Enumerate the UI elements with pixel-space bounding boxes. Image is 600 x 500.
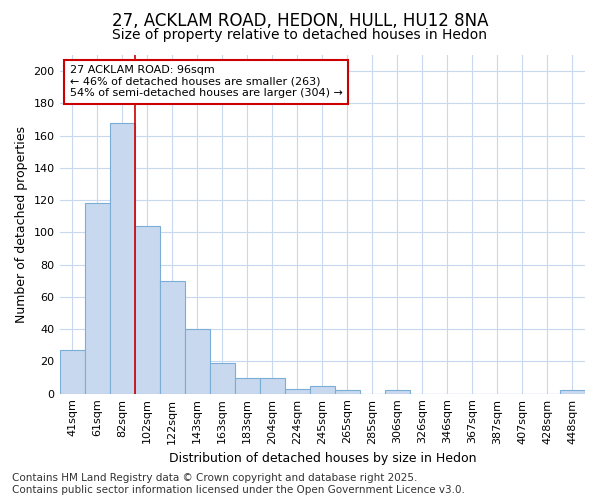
Bar [110,122,134,394]
Bar [560,390,585,394]
Bar [185,329,209,394]
Bar [310,386,335,394]
Bar [59,350,85,394]
X-axis label: Distribution of detached houses by size in Hedon: Distribution of detached houses by size … [169,452,476,465]
Bar [235,378,260,394]
Text: 27 ACKLAM ROAD: 96sqm
← 46% of detached houses are smaller (263)
54% of semi-det: 27 ACKLAM ROAD: 96sqm ← 46% of detached … [70,65,343,98]
Bar [385,390,410,394]
Y-axis label: Number of detached properties: Number of detached properties [15,126,28,323]
Bar [335,390,360,394]
Bar [285,389,310,394]
Bar [260,378,285,394]
Text: Size of property relative to detached houses in Hedon: Size of property relative to detached ho… [113,28,487,42]
Bar [209,363,235,394]
Bar [85,204,110,394]
Bar [134,226,160,394]
Text: Contains HM Land Registry data © Crown copyright and database right 2025.
Contai: Contains HM Land Registry data © Crown c… [12,474,465,495]
Bar [160,281,185,394]
Text: 27, ACKLAM ROAD, HEDON, HULL, HU12 8NA: 27, ACKLAM ROAD, HEDON, HULL, HU12 8NA [112,12,488,30]
